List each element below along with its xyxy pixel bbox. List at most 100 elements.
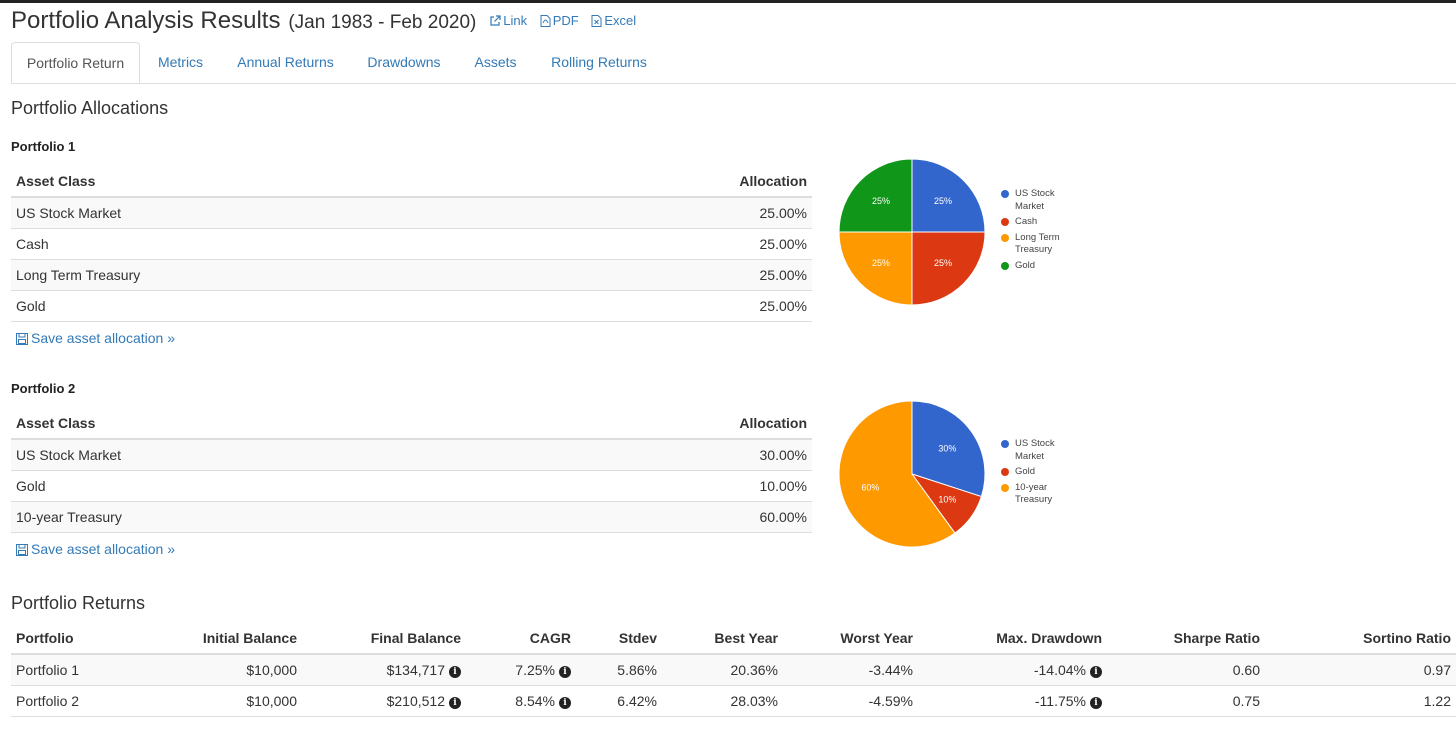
col-stdev: Stdev xyxy=(576,623,662,655)
final-balance-cell: $210,512 i xyxy=(302,685,466,717)
legend-dot-icon xyxy=(1001,190,1009,198)
legend-dot-icon xyxy=(1001,468,1009,476)
legend-item: Gold xyxy=(1001,260,1085,273)
legend-item: Long Term Treasury xyxy=(1001,232,1085,257)
best-year: 20.36% xyxy=(662,654,783,686)
pdf-label: PDF xyxy=(552,13,579,28)
asset-name: Long Term Treasury xyxy=(11,259,519,291)
max-drawdown: -14.04% xyxy=(1033,662,1086,678)
info-icon[interactable]: i xyxy=(449,697,461,709)
legend-dot-icon xyxy=(1001,218,1009,226)
pie-slice-us-stock-market[interactable] xyxy=(911,400,986,498)
table-row: Cash 25.00% xyxy=(11,228,812,260)
info-icon[interactable]: i xyxy=(1090,697,1102,709)
sharpe-ratio: 0.60 xyxy=(1107,654,1265,686)
table-header-row: Asset Class Allocation xyxy=(11,166,812,198)
floppy-disk-icon xyxy=(16,544,28,556)
worst-year: -4.59% xyxy=(783,685,918,717)
pie-slice-label: 25% xyxy=(934,258,952,268)
col-max-drawdown: Max. Drawdown xyxy=(918,623,1107,655)
pdf-button[interactable]: PDF xyxy=(540,13,583,28)
pie-slice-label: 25% xyxy=(872,258,890,268)
sharpe-ratio: 0.75 xyxy=(1107,685,1265,717)
max-drawdown: -11.75% xyxy=(1034,693,1086,709)
col-sharpe-ratio: Sharpe Ratio xyxy=(1107,623,1265,655)
legend-dot-icon xyxy=(1001,483,1009,492)
tab-assets[interactable]: Assets xyxy=(474,54,517,70)
table-header-row: Portfolio Initial Balance Final Balance … xyxy=(11,623,1456,655)
legend-item: 10-year Treasury xyxy=(1001,482,1085,507)
legend-dot-icon xyxy=(1001,261,1009,270)
final-balance-cell: $134,717 i xyxy=(302,654,466,686)
save-label: Save asset allocation » xyxy=(31,330,175,346)
save-asset-allocation-1-link[interactable]: Save asset allocation » xyxy=(16,330,175,346)
legend-label: Treasury xyxy=(1015,494,1053,505)
portfolio-1-pie-legend: US Stock Market Cash Long Term Treasury Gold xyxy=(1001,188,1085,275)
table-row: Long Term Treasury 25.00% xyxy=(11,259,812,291)
pie-slice-long-term-treasury[interactable] xyxy=(838,231,913,306)
sortino-ratio: 0.97 xyxy=(1265,654,1456,686)
link-button[interactable]: Link xyxy=(489,13,530,28)
info-icon[interactable]: i xyxy=(559,697,571,709)
table-header-row: Asset Class Allocation xyxy=(11,408,812,440)
save-asset-allocation-2-link[interactable]: Save asset allocation » xyxy=(16,541,175,557)
max-drawdown-cell: -11.75% i xyxy=(918,685,1107,717)
portfolio-returns-table: Portfolio Initial Balance Final Balance … xyxy=(11,623,1456,717)
tab-bar: Portfolio Return Metrics Annual Returns … xyxy=(11,42,1456,84)
asset-allocation: 25.00% xyxy=(518,259,812,291)
pie-slice-us-stock-market[interactable] xyxy=(911,158,986,233)
tab-portfolio-return[interactable]: Portfolio Return xyxy=(11,42,140,83)
pie-slice-label: 30% xyxy=(938,443,956,453)
initial-balance: $10,000 xyxy=(147,685,302,717)
tab-rolling-returns[interactable]: Rolling Returns xyxy=(551,54,647,70)
excel-file-icon xyxy=(591,15,602,27)
asset-class-header: Asset Class xyxy=(11,166,519,198)
info-icon[interactable]: i xyxy=(449,666,461,678)
portfolio-1-allocation-table: Asset Class Allocation US Stock Market 2… xyxy=(11,166,812,322)
legend-label: Treasury xyxy=(1015,244,1053,255)
stdev: 5.86% xyxy=(576,654,662,686)
legend-label: Gold xyxy=(1015,466,1036,477)
tab-drawdowns[interactable]: Drawdowns xyxy=(367,54,441,70)
legend-label: Gold xyxy=(1015,259,1036,271)
asset-name: US Stock Market xyxy=(11,439,491,471)
allocations-heading: Portfolio Allocations xyxy=(11,98,169,118)
pie-slice-gold[interactable] xyxy=(838,158,913,233)
legend-item: US Stock Market xyxy=(1001,188,1085,213)
excel-button[interactable]: Excel xyxy=(591,13,636,28)
legend-dot-icon xyxy=(1001,233,1009,242)
info-icon[interactable]: i xyxy=(1090,666,1102,678)
pie-slice-10-year-treasury[interactable] xyxy=(838,400,956,548)
pie-slice-label: 10% xyxy=(938,495,956,505)
allocation-header: Allocation xyxy=(490,408,812,440)
date-range: (Jan 1983 - Feb 2020) xyxy=(288,12,477,33)
pie-slice-label: 25% xyxy=(872,196,890,206)
asset-allocation: 10.00% xyxy=(490,470,812,502)
table-row: Gold 25.00% xyxy=(11,290,812,322)
asset-name: Gold xyxy=(11,470,491,502)
legend-dot-icon xyxy=(1001,440,1009,448)
page-header: Portfolio Analysis Results (Jan 1983 - F… xyxy=(11,7,636,35)
allocation-header: Allocation xyxy=(518,166,812,198)
sortino-ratio: 1.22 xyxy=(1265,685,1456,717)
legend-label: Long Term xyxy=(1015,231,1060,243)
legend-label: 10-year xyxy=(1015,481,1048,493)
asset-name: US Stock Market xyxy=(11,197,519,229)
col-final-balance: Final Balance xyxy=(302,623,466,655)
asset-allocation: 60.00% xyxy=(490,501,812,533)
asset-name: Gold xyxy=(11,290,519,322)
asset-allocation: 25.00% xyxy=(518,228,812,260)
tab-annual-returns[interactable]: Annual Returns xyxy=(237,54,334,70)
portfolio-name: Portfolio 1 xyxy=(11,654,147,686)
floppy-disk-icon xyxy=(16,333,28,345)
pie-slice-cash[interactable] xyxy=(911,231,986,306)
portfolio-2-allocation-table: Asset Class Allocation US Stock Market 3… xyxy=(11,408,812,533)
link-label: Link xyxy=(503,13,528,28)
tab-metrics[interactable]: Metrics xyxy=(157,54,204,70)
excel-label: Excel xyxy=(604,13,637,28)
pie-slice-label: 60% xyxy=(861,483,879,493)
asset-name: 10-year Treasury xyxy=(11,501,491,533)
worst-year: -3.44% xyxy=(783,654,918,686)
info-icon[interactable]: i xyxy=(559,666,571,678)
portfolio-1-pie-chart: 25% 25% 25% 25% xyxy=(838,158,986,306)
